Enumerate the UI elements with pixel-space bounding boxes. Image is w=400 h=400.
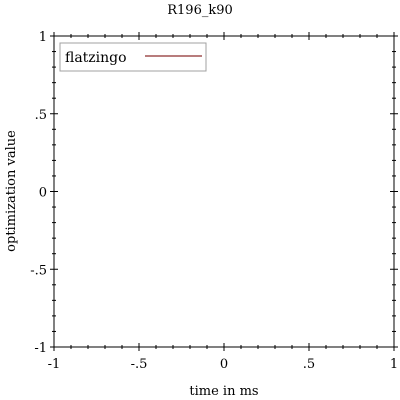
x-tick-label: -1 xyxy=(48,357,61,372)
y-tick-labels: 1 .5 0 -.5 -1 xyxy=(30,30,47,356)
x-tick-label: -.5 xyxy=(131,357,148,372)
y-tick-label: -.5 xyxy=(30,263,47,278)
legend-box xyxy=(59,42,207,72)
x-tick-label: 1 xyxy=(390,357,398,372)
legend: flatzingo xyxy=(59,42,207,72)
x-tick-labels: -1 -.5 0 .5 1 xyxy=(48,357,398,372)
y-tick-label: -1 xyxy=(34,341,47,356)
y-tick-label: 1 xyxy=(39,30,47,45)
x-axis-label: time in ms xyxy=(189,384,258,399)
y-tick-label: .5 xyxy=(35,108,47,123)
plot-area-frame xyxy=(53,35,395,348)
legend-label: flatzingo xyxy=(65,50,127,66)
y-axis-label: optimization value xyxy=(4,130,19,252)
x-tick-label: .5 xyxy=(303,357,315,372)
axis-ticks xyxy=(50,32,398,351)
x-tick-label: 0 xyxy=(220,357,228,372)
chart-title: R196_k90 xyxy=(167,3,233,18)
y-tick-label: 0 xyxy=(39,186,47,201)
